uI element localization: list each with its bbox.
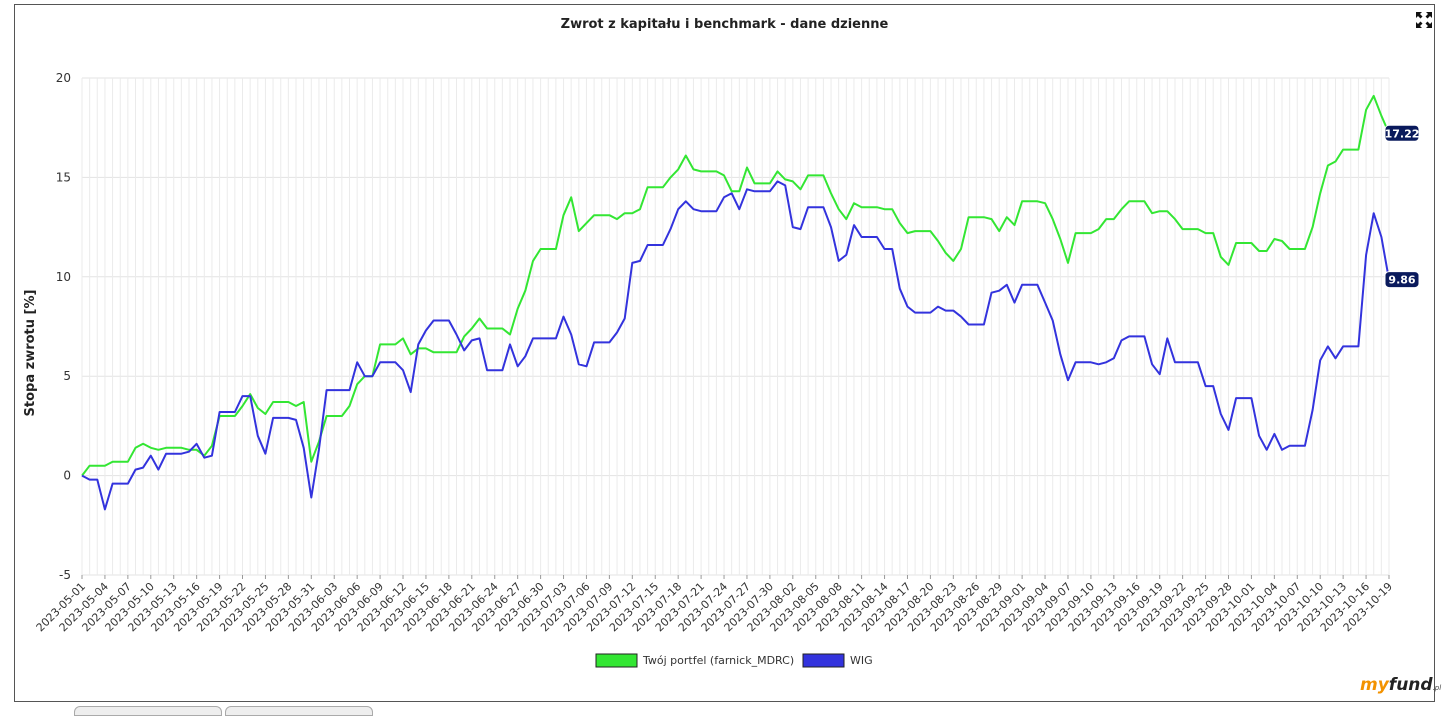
end-label-text: 17.22 bbox=[1385, 127, 1420, 140]
series-line-0[interactable] bbox=[81, 94, 1390, 477]
y-axis-ticks: -5 0 5 10 15 20 bbox=[56, 71, 71, 582]
fullscreen-icon[interactable] bbox=[1415, 11, 1433, 29]
brand-logo[interactable]: myfund.pl bbox=[1360, 675, 1442, 695]
y-tick-label: 5 bbox=[63, 369, 71, 383]
legend-label: Twój portfel (farnick_MDRC) bbox=[642, 654, 794, 667]
end-label-text: 9.86 bbox=[1388, 274, 1415, 287]
legend-item-1[interactable]: WIG bbox=[802, 653, 873, 668]
chart-grid bbox=[81, 77, 1390, 576]
y-tick-label: 20 bbox=[56, 71, 71, 85]
tab-1[interactable] bbox=[74, 706, 222, 716]
y-tick-label: 15 bbox=[56, 170, 71, 184]
legend-swatch bbox=[802, 653, 845, 668]
chart-series bbox=[81, 94, 1390, 511]
end-label-1: 9.86 bbox=[1384, 271, 1420, 289]
y-tick-label: 0 bbox=[63, 469, 71, 483]
legend-swatch bbox=[595, 653, 638, 668]
tab-2[interactable] bbox=[225, 706, 373, 716]
y-axis-label: Stopa zwrotu [%] bbox=[23, 290, 38, 417]
legend-label: WIG bbox=[850, 654, 873, 667]
chart-legend: Twój portfel (farnick_MDRC) WIG bbox=[595, 653, 873, 668]
x-axis-ticks: 2023-05-012023-05-042023-05-072023-05-10… bbox=[34, 575, 1395, 634]
y-tick-label: -5 bbox=[59, 568, 71, 582]
chart-title: Zwrot z kapitału i benchmark - dane dzie… bbox=[560, 17, 889, 32]
legend-item-0[interactable]: Twój portfel (farnick_MDRC) bbox=[595, 653, 794, 668]
y-tick-label: 10 bbox=[56, 270, 71, 284]
end-labels: 17.22 9.86 bbox=[1384, 124, 1420, 289]
end-label-0: 17.22 bbox=[1384, 124, 1420, 142]
series-line-1[interactable] bbox=[81, 180, 1390, 511]
